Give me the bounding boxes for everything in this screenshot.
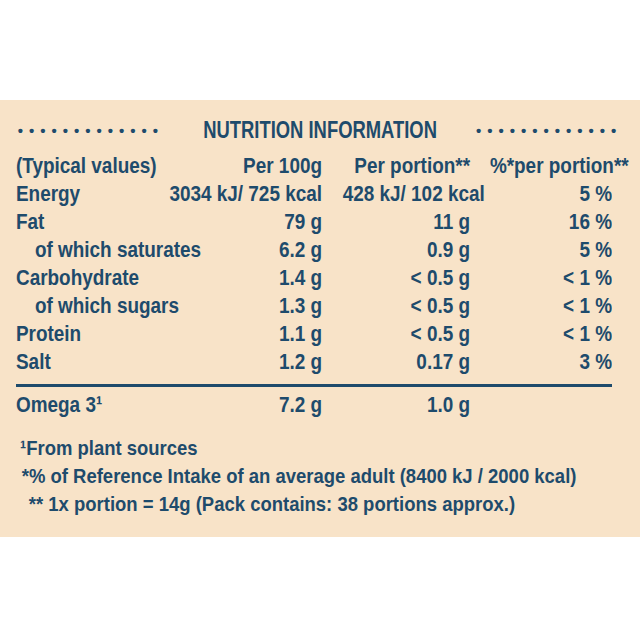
per-100g-value: 1.3 g (153, 292, 322, 320)
page-background: ••••••••••••• NUTRITION INFORMATION ••••… (0, 0, 640, 640)
row-label: Fat (16, 208, 111, 236)
table-header-row: (Typical values) Per 100g Per portion** … (16, 152, 612, 180)
row-label: Energy (16, 180, 111, 208)
per-portion-value: 428 kJ/ 102 kcal (343, 180, 470, 208)
pct-per-portion-value: 16 % (490, 208, 612, 236)
pct-per-portion-value: 5 % (490, 180, 612, 208)
per-100g-value: 1.2 g (153, 348, 322, 376)
per-100g-value: 3034 kJ/ 725 kcal (153, 180, 322, 208)
row-label: Omega 3¹ (16, 391, 111, 419)
column-header-typical-values: (Typical values) (16, 152, 111, 180)
table-row-sugars: of which sugars 1.3 g < 0.5 g < 1 % (16, 292, 612, 320)
column-header-per-100g: Per 100g (153, 152, 322, 180)
row-label: Protein (16, 320, 111, 348)
row-label: Salt (16, 348, 111, 376)
per-portion-value: 0.17 g (343, 348, 470, 376)
column-header-pct-per-portion: %*per portion** (490, 152, 612, 180)
table-row-energy: Energy 3034 kJ/ 725 kcal 428 kJ/ 102 kca… (16, 180, 612, 208)
column-header-per-portion: Per portion** (343, 152, 470, 180)
row-label: of which saturates (16, 236, 111, 264)
pct-per-portion-value: < 1 % (490, 292, 612, 320)
leader-dots-right: ••••••••••••• (476, 116, 622, 145)
row-label: Carbohydrate (16, 264, 111, 292)
table-row-carbohydrate: Carbohydrate 1.4 g < 0.5 g < 1 % (16, 264, 612, 292)
footnote-portion-size: ** 1x portion = 14g (Pack contains: 38 p… (20, 490, 566, 518)
per-100g-value: 7.2 g (153, 391, 322, 419)
pct-per-portion-value (490, 391, 612, 419)
per-portion-value: 0.9 g (343, 236, 470, 264)
leader-dots-left: ••••••••••••• (18, 116, 164, 145)
per-100g-value: 1.4 g (153, 264, 322, 292)
footnote-reference-intake: *% of Reference Intake of an average adu… (20, 462, 566, 490)
per-100g-value: 6.2 g (153, 236, 322, 264)
per-portion-value: < 0.5 g (343, 320, 470, 348)
panel-header: ••••••••••••• NUTRITION INFORMATION ••••… (0, 116, 640, 144)
table-row-omega-3: Omega 3¹ 7.2 g 1.0 g (16, 384, 612, 419)
pct-per-portion-value: < 1 % (490, 264, 612, 292)
table-row-fat: Fat 79 g 11 g 16 % (16, 208, 612, 236)
per-portion-value: 1.0 g (343, 391, 470, 419)
nutrition-table: (Typical values) Per 100g Per portion** … (16, 152, 612, 419)
per-portion-value: < 0.5 g (343, 292, 470, 320)
per-100g-value: 79 g (153, 208, 322, 236)
nutrition-panel: ••••••••••••• NUTRITION INFORMATION ••••… (0, 100, 640, 537)
per-100g-value: 1.1 g (153, 320, 322, 348)
per-portion-value: < 0.5 g (343, 264, 470, 292)
table-row-protein: Protein 1.1 g < 0.5 g < 1 % (16, 320, 612, 348)
table-row-saturates: of which saturates 6.2 g 0.9 g 5 % (16, 236, 612, 264)
per-portion-value: 11 g (343, 208, 470, 236)
pct-per-portion-value: 3 % (490, 348, 612, 376)
table-row-salt: Salt 1.2 g 0.17 g 3 % (16, 348, 612, 376)
pct-per-portion-value: 5 % (490, 236, 612, 264)
panel-title: NUTRITION INFORMATION (203, 116, 437, 144)
pct-per-portion-value: < 1 % (490, 320, 612, 348)
footnotes: ¹From plant sources *% of Reference Inta… (20, 434, 640, 518)
row-label: of which sugars (16, 292, 111, 320)
footnote-plant-sources: ¹From plant sources (20, 434, 566, 462)
